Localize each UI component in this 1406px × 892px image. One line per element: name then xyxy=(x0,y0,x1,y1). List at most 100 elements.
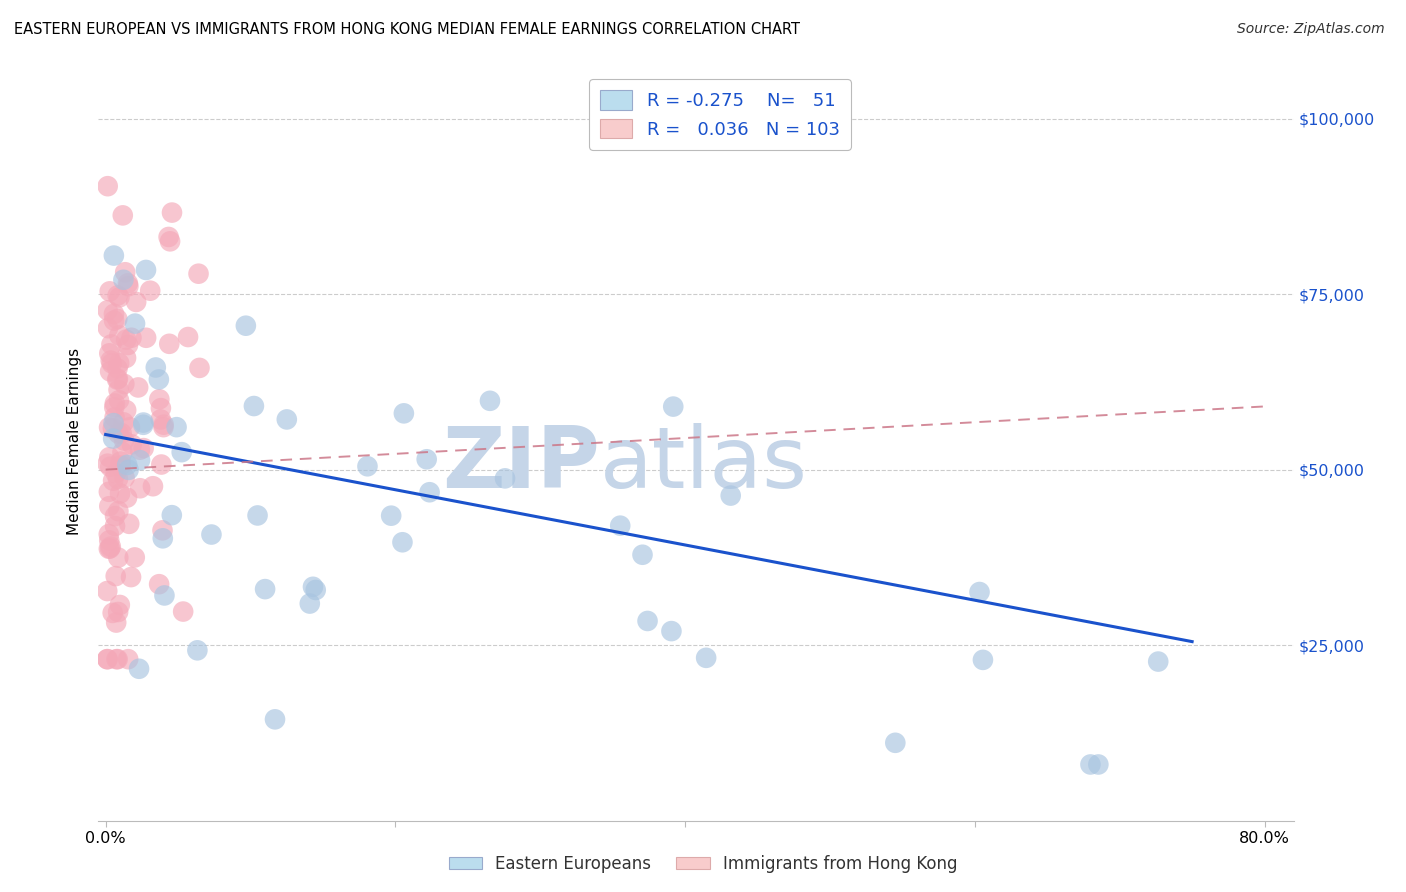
Point xyxy=(103,401,125,415)
Point xyxy=(103,307,125,321)
Point xyxy=(972,653,994,667)
Point xyxy=(108,328,131,343)
Point xyxy=(117,463,139,477)
Point xyxy=(392,406,415,420)
Point xyxy=(264,712,287,726)
Point xyxy=(148,372,170,386)
Point xyxy=(112,416,135,430)
Point xyxy=(419,485,441,500)
Point xyxy=(139,284,162,298)
Point xyxy=(494,471,516,485)
Point xyxy=(108,393,131,408)
Point xyxy=(107,361,129,376)
Legend: R = -0.275    N=   51, R =   0.036   N = 103: R = -0.275 N= 51, R = 0.036 N = 103 xyxy=(589,79,851,150)
Point xyxy=(415,452,437,467)
Point xyxy=(172,605,194,619)
Point xyxy=(100,353,122,368)
Point xyxy=(148,392,170,407)
Point xyxy=(243,399,266,413)
Point xyxy=(132,441,155,455)
Point xyxy=(1147,655,1170,669)
Point xyxy=(117,277,139,291)
Point xyxy=(104,410,127,425)
Point xyxy=(115,333,138,347)
Legend: Eastern Europeans, Immigrants from Hong Kong: Eastern Europeans, Immigrants from Hong … xyxy=(441,848,965,880)
Point xyxy=(107,372,129,386)
Point xyxy=(107,288,129,302)
Point xyxy=(129,442,152,457)
Point xyxy=(104,509,127,524)
Point xyxy=(1087,757,1109,772)
Point xyxy=(302,580,325,594)
Point xyxy=(149,401,172,416)
Point xyxy=(117,279,139,293)
Point xyxy=(157,336,180,351)
Point xyxy=(115,403,138,417)
Point xyxy=(107,550,129,565)
Point xyxy=(101,356,124,370)
Point xyxy=(152,531,174,545)
Point xyxy=(235,318,257,333)
Point xyxy=(98,499,121,513)
Point xyxy=(104,519,127,533)
Point xyxy=(103,313,125,327)
Point xyxy=(112,376,135,391)
Point xyxy=(100,337,122,351)
Point xyxy=(166,420,188,434)
Point xyxy=(720,489,742,503)
Point xyxy=(114,471,136,485)
Point xyxy=(609,518,631,533)
Point xyxy=(160,205,183,219)
Point xyxy=(153,589,176,603)
Point xyxy=(105,373,128,387)
Point xyxy=(96,652,118,666)
Point xyxy=(112,434,135,448)
Point xyxy=(159,235,181,249)
Point xyxy=(108,486,131,500)
Point xyxy=(200,527,222,541)
Point xyxy=(96,457,118,471)
Point xyxy=(103,249,125,263)
Point xyxy=(150,458,173,472)
Point xyxy=(101,474,124,488)
Text: atlas: atlas xyxy=(600,423,808,506)
Text: Source: ZipAtlas.com: Source: ZipAtlas.com xyxy=(1237,22,1385,37)
Point xyxy=(97,321,120,335)
Point xyxy=(129,481,152,495)
Point xyxy=(132,416,155,430)
Point xyxy=(695,650,717,665)
Point xyxy=(157,230,180,244)
Point xyxy=(107,426,129,441)
Point xyxy=(104,569,127,583)
Point xyxy=(129,453,152,467)
Point xyxy=(124,550,146,565)
Point xyxy=(969,585,991,599)
Point xyxy=(118,516,141,531)
Point xyxy=(107,383,129,397)
Point xyxy=(120,570,142,584)
Point xyxy=(380,508,402,523)
Y-axis label: Median Female Earnings: Median Female Earnings xyxy=(67,348,83,535)
Point xyxy=(356,459,378,474)
Point xyxy=(107,652,129,666)
Point xyxy=(98,541,121,556)
Point xyxy=(170,445,193,459)
Point xyxy=(97,179,120,194)
Point xyxy=(98,533,121,548)
Point xyxy=(132,417,155,432)
Point xyxy=(298,597,321,611)
Point xyxy=(108,598,131,612)
Point xyxy=(101,421,124,435)
Point xyxy=(135,331,157,345)
Point xyxy=(124,317,146,331)
Point xyxy=(105,615,128,630)
Point xyxy=(118,420,141,434)
Point xyxy=(186,643,208,657)
Point xyxy=(125,295,148,310)
Point xyxy=(188,360,211,375)
Point xyxy=(107,504,129,518)
Point xyxy=(115,458,138,472)
Point xyxy=(884,736,907,750)
Point xyxy=(103,416,125,430)
Point xyxy=(98,364,121,378)
